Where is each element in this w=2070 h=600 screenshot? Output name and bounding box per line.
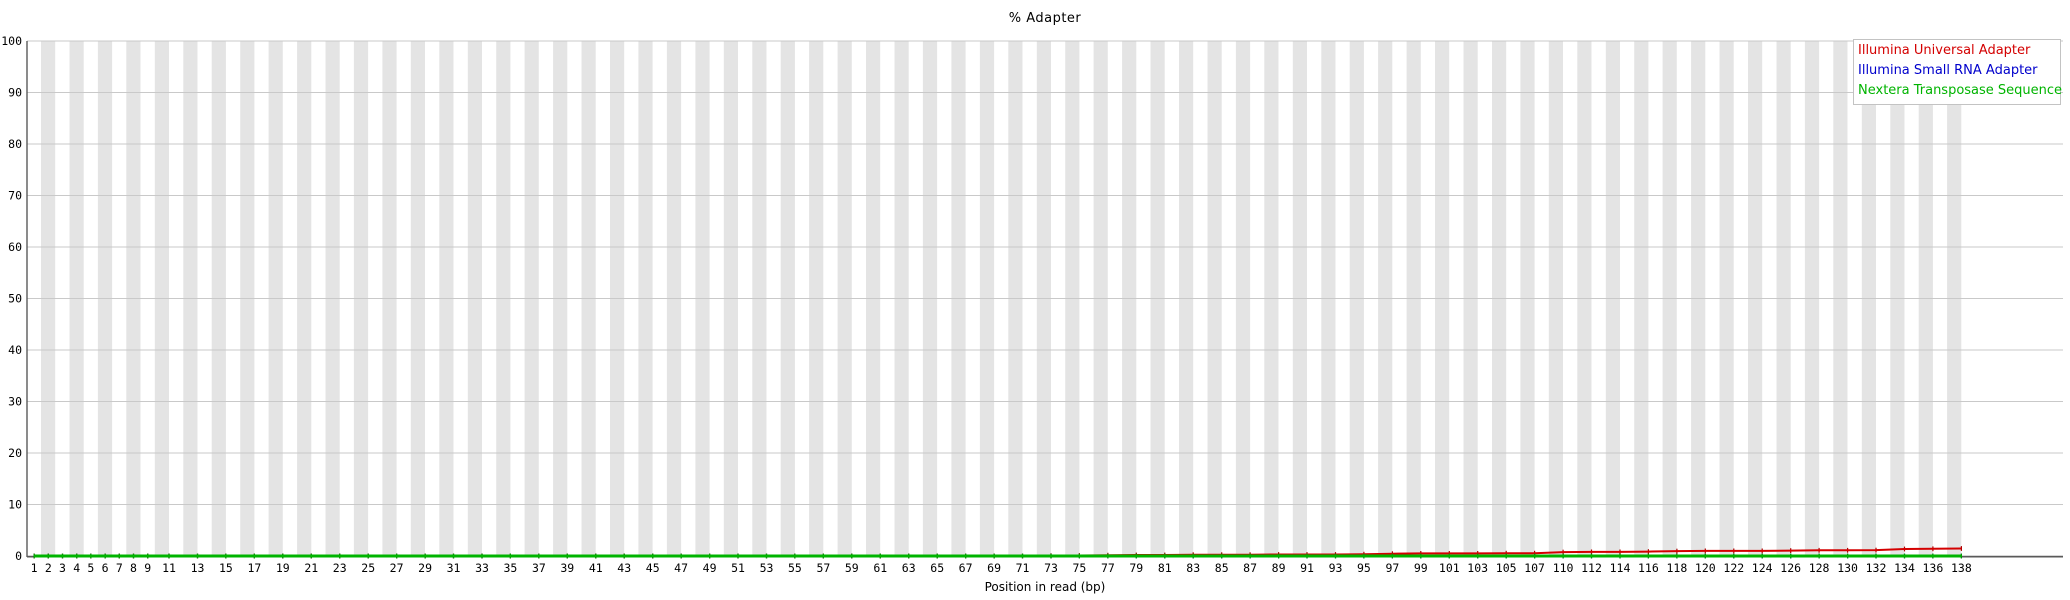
x-tick-label: 136 bbox=[1923, 561, 1944, 575]
x-tick-label: 7 bbox=[116, 561, 123, 575]
legend-item-illumina-universal-adapter: Illumina Universal Adapter bbox=[1858, 43, 2031, 58]
x-tick-label: 128 bbox=[1809, 561, 1830, 575]
x-tick-label: 105 bbox=[1496, 561, 1517, 575]
x-tick-label: 138 bbox=[1951, 561, 1972, 575]
legend-item-nextera-transposase-sequence: Nextera Transposase Sequence bbox=[1858, 83, 2063, 98]
y-tick-label: 60 bbox=[8, 240, 22, 254]
y-tick-label: 50 bbox=[8, 292, 22, 306]
y-tick-label: 30 bbox=[8, 395, 22, 409]
x-tick-label: 118 bbox=[1667, 561, 1688, 575]
x-tick-label: 75 bbox=[1072, 561, 1086, 575]
x-tick-label: 39 bbox=[560, 561, 574, 575]
y-tick-label: 90 bbox=[8, 86, 22, 100]
x-tick-label: 63 bbox=[902, 561, 916, 575]
x-tick-label: 51 bbox=[731, 561, 745, 575]
x-tick-label: 110 bbox=[1553, 561, 1574, 575]
x-tick-label: 33 bbox=[475, 561, 489, 575]
x-tick-label: 23 bbox=[333, 561, 347, 575]
x-tick-label: 83 bbox=[1186, 561, 1200, 575]
x-tick-label: 71 bbox=[1016, 561, 1030, 575]
y-tick-label: 80 bbox=[8, 137, 22, 151]
x-tick-label: 19 bbox=[276, 561, 290, 575]
x-tick-label: 11 bbox=[162, 561, 176, 575]
x-tick-label: 5 bbox=[87, 561, 94, 575]
x-tick-label: 124 bbox=[1752, 561, 1773, 575]
y-tick-label: 20 bbox=[8, 446, 22, 460]
x-tick-label: 29 bbox=[418, 561, 432, 575]
chart-legend: Illumina Universal Adapter Illumina Smal… bbox=[1853, 39, 2063, 105]
x-tick-label: 112 bbox=[1581, 561, 1602, 575]
x-tick-label: 107 bbox=[1524, 561, 1545, 575]
x-tick-label: 59 bbox=[845, 561, 859, 575]
y-tick-label: 70 bbox=[8, 189, 22, 203]
x-tick-label: 73 bbox=[1044, 561, 1058, 575]
x-tick-label: 27 bbox=[390, 561, 404, 575]
x-tick-label: 55 bbox=[788, 561, 802, 575]
x-tick-label: 77 bbox=[1101, 561, 1115, 575]
x-tick-label: 45 bbox=[646, 561, 660, 575]
x-tick-label: 87 bbox=[1243, 561, 1257, 575]
x-tick-label: 120 bbox=[1695, 561, 1716, 575]
x-tick-label: 122 bbox=[1723, 561, 1744, 575]
y-tick-label: 10 bbox=[8, 498, 22, 512]
x-tick-label: 95 bbox=[1357, 561, 1371, 575]
x-axis-title: Position in read (bp) bbox=[984, 580, 1106, 594]
x-tick-label: 1 bbox=[31, 561, 38, 575]
x-tick-label: 25 bbox=[361, 561, 375, 575]
x-tick-label: 13 bbox=[191, 561, 205, 575]
x-tick-label: 130 bbox=[1837, 561, 1858, 575]
x-tick-label: 43 bbox=[617, 561, 631, 575]
x-tick-label: 132 bbox=[1866, 561, 1887, 575]
x-tick-label: 35 bbox=[503, 561, 517, 575]
x-tick-label: 3 bbox=[59, 561, 66, 575]
y-tick-label: 40 bbox=[8, 343, 22, 357]
x-tick-label: 67 bbox=[959, 561, 973, 575]
x-tick-label: 116 bbox=[1638, 561, 1659, 575]
x-tick-label: 17 bbox=[247, 561, 261, 575]
x-tick-label: 37 bbox=[532, 561, 546, 575]
x-tick-label: 21 bbox=[304, 561, 318, 575]
x-tick-label: 91 bbox=[1300, 561, 1314, 575]
x-tick-label: 8 bbox=[130, 561, 137, 575]
x-tick-label: 134 bbox=[1894, 561, 1915, 575]
x-tick-label: 79 bbox=[1129, 561, 1143, 575]
x-tick-label: 114 bbox=[1610, 561, 1631, 575]
x-tick-label: 49 bbox=[703, 561, 717, 575]
x-tick-label: 15 bbox=[219, 561, 233, 575]
x-tick-label: 103 bbox=[1467, 561, 1488, 575]
x-tick-label: 53 bbox=[760, 561, 774, 575]
x-tick-label: 85 bbox=[1215, 561, 1229, 575]
x-tick-label: 61 bbox=[873, 561, 887, 575]
x-tick-label: 126 bbox=[1780, 561, 1801, 575]
x-tick-label: 97 bbox=[1385, 561, 1399, 575]
x-tick-label: 31 bbox=[447, 561, 461, 575]
y-tick-label: 100 bbox=[1, 34, 22, 48]
x-tick-label: 99 bbox=[1414, 561, 1428, 575]
x-tick-label: 4 bbox=[73, 561, 80, 575]
x-tick-label: 9 bbox=[144, 561, 151, 575]
x-tick-label: 101 bbox=[1439, 561, 1460, 575]
x-tick-label: 69 bbox=[987, 561, 1001, 575]
x-tick-label: 57 bbox=[816, 561, 830, 575]
x-tick-label: 47 bbox=[674, 561, 688, 575]
y-tick-label: 0 bbox=[15, 549, 22, 563]
x-tick-label: 2 bbox=[45, 561, 52, 575]
chart-title: % Adapter bbox=[1008, 11, 1082, 26]
x-tick-label: 89 bbox=[1272, 561, 1286, 575]
x-tick-label: 65 bbox=[930, 561, 944, 575]
x-tick-label: 93 bbox=[1329, 561, 1343, 575]
x-tick-label: 81 bbox=[1158, 561, 1172, 575]
x-tick-label: 41 bbox=[589, 561, 603, 575]
x-tick-label: 6 bbox=[102, 561, 109, 575]
legend-item-illumina-small-rna-adapter: Illumina Small RNA Adapter bbox=[1858, 63, 2038, 78]
